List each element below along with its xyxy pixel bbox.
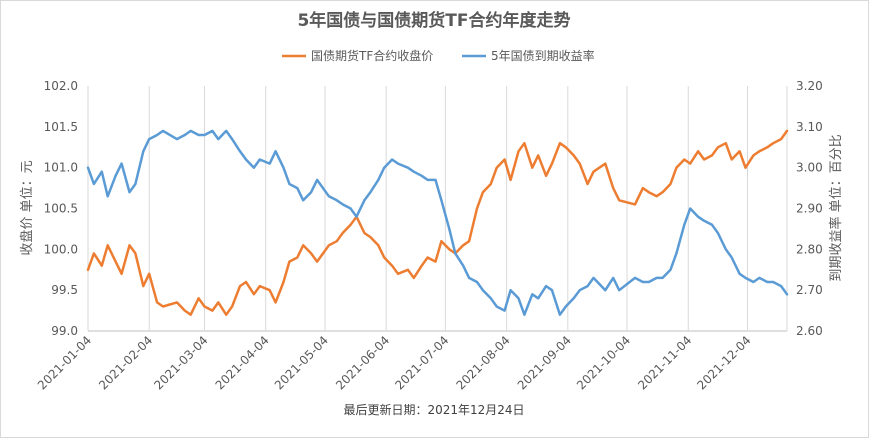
last-updated-label: 最后更新日期：2021年12月24日 (343, 402, 524, 417)
left-tick-label: 99.0 (51, 324, 78, 338)
x-tick-label: 2021-02-04 (96, 333, 155, 392)
x-tick-label: 2021-09-04 (515, 333, 574, 392)
left-tick-label: 101.0 (44, 161, 78, 175)
x-tick-label: 2021-03-04 (151, 333, 210, 392)
grid-lines (87, 86, 788, 332)
legend: 国债期货TF合约收盘价 5年国债到期收益率 (282, 48, 595, 63)
right-tick-label: 3.10 (796, 120, 823, 134)
x-tick-label: 2021-04-04 (213, 333, 272, 392)
right-axis-ticks: 2.60 2.70 2.80 2.90 3.00 3.10 3.20 (796, 79, 823, 338)
right-tick-label: 2.70 (796, 283, 823, 297)
left-tick-label: 99.5 (51, 283, 78, 297)
right-axis-title: 到期收益率 单位：百分比 (828, 134, 844, 281)
right-tick-label: 3.20 (796, 79, 823, 93)
right-tick-label: 3.00 (796, 161, 823, 175)
series-line-futures (86, 129, 789, 316)
left-axis-title: 收盘价 单位：元 (19, 160, 35, 255)
x-tick-label: 2021-01-04 (35, 333, 94, 392)
x-tick-label: 2021-07-04 (392, 333, 451, 392)
left-tick-label: 102.0 (44, 79, 78, 93)
chart-title: 5年国债与国债期货TF合约年度走势 (297, 10, 570, 31)
right-tick-label: 2.60 (796, 324, 823, 338)
left-tick-label: 100.0 (44, 242, 78, 256)
x-tick-label: 2021-11-04 (635, 333, 694, 392)
x-tick-label: 2021-05-04 (272, 333, 331, 392)
left-axis-ticks: 99.0 99.5 100.0 100.5 101.0 101.5 102.0 (44, 79, 78, 338)
x-tick-label: 2021-12-04 (694, 333, 753, 392)
right-tick-label: 2.80 (796, 242, 823, 256)
series-lines (86, 129, 789, 316)
left-tick-label: 100.5 (44, 202, 78, 216)
x-tick-label: 2021-10-04 (574, 333, 633, 392)
x-tick-label: 2021-06-04 (333, 333, 392, 392)
x-tick-label: 2021-08-04 (454, 333, 513, 392)
legend-label-futures: 国债期货TF合约收盘价 (311, 48, 433, 63)
left-tick-label: 101.5 (44, 120, 78, 134)
series-line-yield (86, 129, 789, 316)
right-tick-label: 2.90 (796, 202, 823, 216)
legend-label-yield: 5年国债到期收益率 (491, 48, 595, 63)
